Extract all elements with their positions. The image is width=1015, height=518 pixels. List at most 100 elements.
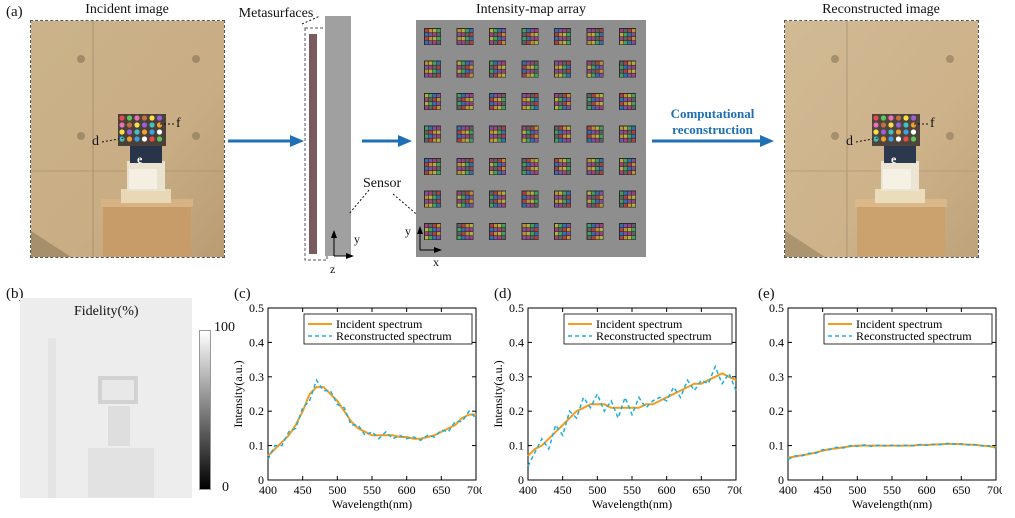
x-tick-label: 450 <box>554 483 572 497</box>
y-tick-label: 0.3 <box>249 370 264 384</box>
incident-image <box>30 20 225 258</box>
legend-label: Incident spectrum <box>596 317 683 331</box>
intensity-tile <box>619 125 636 143</box>
intensity-tile <box>554 93 571 110</box>
intensity-axis-y: y <box>405 224 411 238</box>
intensity-tile <box>489 158 506 175</box>
intensity-tile <box>554 223 571 240</box>
intensity-tile <box>424 158 441 175</box>
y-tick-label: 0.5 <box>249 301 264 315</box>
intensity-tile <box>456 125 474 143</box>
intensity-tile <box>586 28 604 45</box>
intensity-axis-x: x <box>433 255 439 269</box>
x-tick-label: 400 <box>519 483 537 497</box>
intensity-tile <box>489 60 506 78</box>
panel-b-label: (b) <box>6 286 24 302</box>
intensity-tile <box>586 93 604 110</box>
y-tick-label: 0.1 <box>769 439 784 453</box>
legend-label: Incident spectrum <box>856 317 943 331</box>
intensity-tile <box>456 158 474 175</box>
intensity-tile <box>424 223 441 240</box>
incident-marker-d: d <box>92 134 99 149</box>
incident-color-chart <box>119 115 163 142</box>
reconstructed-marker-d: d <box>846 134 853 149</box>
intensity-tile <box>554 28 571 45</box>
series-line <box>267 386 476 457</box>
reconstructed-marker-leaders <box>855 123 929 143</box>
intensity-tile <box>456 93 474 110</box>
intensity-tile <box>586 125 604 143</box>
y-tick-label: 0.3 <box>509 370 524 384</box>
x-tick-label: 700 <box>467 483 482 497</box>
legend-label: Reconstructed spectrum <box>596 329 712 343</box>
intensity-tile <box>456 190 474 208</box>
intensity-tile <box>424 93 441 110</box>
incident-marker-leaders <box>101 123 175 143</box>
panel-c-label: (c) <box>234 286 251 302</box>
intensity-tile <box>456 28 474 45</box>
y-tick-label: 0.1 <box>249 439 264 453</box>
legend-label: Incident spectrum <box>336 317 423 331</box>
reconstructed-color-chart <box>873 115 917 142</box>
chart-c: 400 450 500 550 600 650 700 0 0.1 0.2 0.3 0.4 0.5 Wav… <box>232 301 482 511</box>
y-tick-label: 0.5 <box>509 301 524 315</box>
intensity-tile <box>586 190 604 208</box>
fidelity-map <box>20 298 192 498</box>
intensity-tile <box>521 93 539 110</box>
x-tick-label: 650 <box>952 483 970 497</box>
x-tick-label: 450 <box>294 483 312 497</box>
x-tick-label: 600 <box>918 483 936 497</box>
panel-d-label: (d) <box>494 286 512 302</box>
intensity-map-array <box>416 20 646 257</box>
y-axis-label: Intensity(a.u.) <box>492 360 505 427</box>
x-tick-label: 450 <box>814 483 832 497</box>
x-tick-label: 500 <box>848 483 866 497</box>
y-tick-label: 0.4 <box>769 335 784 349</box>
x-axis-label: Wavelength(nm) <box>332 497 412 511</box>
intensity-tile <box>619 223 636 240</box>
x-tick-label: 700 <box>987 483 1002 497</box>
intensity-tile <box>521 190 539 208</box>
reconstructed-marker-f: f <box>930 116 935 131</box>
x-axis-label: Wavelength(nm) <box>852 497 932 511</box>
y-tick-label: 0.4 <box>509 335 524 349</box>
sensor-label: Sensor <box>363 176 402 191</box>
meta-axis-y: y <box>354 232 360 246</box>
intensity-tile <box>619 93 636 110</box>
y-tick-label: 0 <box>778 473 784 487</box>
incident-marker-f: f <box>176 116 181 131</box>
x-tick-label: 500 <box>588 483 606 497</box>
x-tick-label: 600 <box>658 483 676 497</box>
intensity-tile <box>619 158 636 175</box>
y-axis-label: Intensity(a.u.) <box>232 360 245 427</box>
colorbar-min-label: 0 <box>222 480 229 495</box>
x-tick-label: 700 <box>727 483 742 497</box>
y-tick-label: 0 <box>518 473 524 487</box>
incident-marker-e: e <box>137 152 143 166</box>
panel-a-label: (a) <box>6 4 23 20</box>
arrow-to-metasurface <box>228 135 304 147</box>
intensity-tile <box>489 93 506 110</box>
x-tick-label: 550 <box>623 483 641 497</box>
y-tick-label: 0.4 <box>249 335 264 349</box>
intensity-tile <box>521 28 539 45</box>
x-tick-label: 550 <box>363 483 381 497</box>
series-line <box>527 372 737 457</box>
computational-line-2: reconstruction <box>672 122 753 137</box>
intensity-tile <box>554 190 571 208</box>
intensity-tile <box>521 158 539 175</box>
x-tick-label: 400 <box>779 483 797 497</box>
metasurface-sensor-diagram <box>301 15 354 261</box>
x-tick-label: 500 <box>328 483 346 497</box>
x-tick-label: 650 <box>432 483 450 497</box>
intensity-tile <box>521 125 539 143</box>
computational-reconstruction-label: Computational reconstruction <box>655 106 770 138</box>
fidelity-title: Fidelity(%) <box>74 304 139 319</box>
fidelity-colorbar <box>199 330 211 490</box>
y-tick-label: 0 <box>258 473 264 487</box>
y-tick-label: 0.2 <box>509 404 524 418</box>
intensity-tile <box>424 28 441 45</box>
